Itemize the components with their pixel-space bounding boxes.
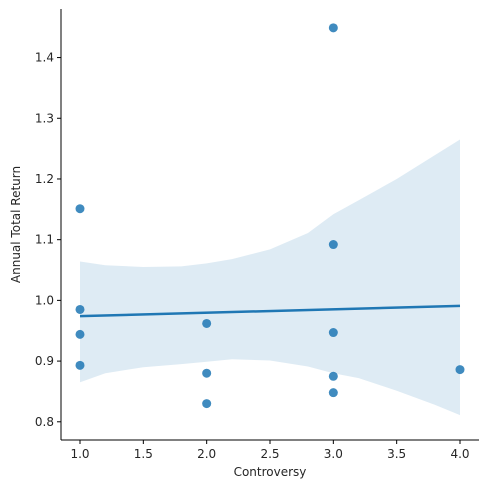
x-axis-label: Controversy bbox=[234, 465, 307, 479]
data-point bbox=[75, 360, 85, 370]
x-tick-label: 2.0 bbox=[197, 447, 216, 461]
data-point bbox=[328, 388, 338, 398]
data-point bbox=[75, 204, 85, 214]
y-tick-label: 1.0 bbox=[35, 293, 54, 307]
x-tick-label: 3.0 bbox=[324, 447, 343, 461]
y-tick-label: 0.9 bbox=[35, 354, 54, 368]
confidence-band-area bbox=[80, 139, 460, 416]
y-axis-label: Annual Total Return bbox=[9, 166, 23, 283]
x-tick-label: 4.0 bbox=[450, 447, 469, 461]
scatter-points bbox=[75, 23, 465, 409]
y-axis-ticks: 0.8 0.9 1.0 1.1 1.2 1.3 1.4 bbox=[35, 51, 61, 429]
y-tick-label: 0.8 bbox=[35, 415, 54, 429]
regression-line bbox=[79, 304, 461, 318]
regression-line-group bbox=[79, 304, 461, 318]
confidence-band bbox=[80, 139, 460, 416]
data-point bbox=[328, 240, 338, 250]
y-tick-label: 1.1 bbox=[35, 233, 54, 247]
y-tick-label: 1.3 bbox=[35, 111, 54, 125]
x-axis-ticks: 1.0 1.5 2.0 2.5 3.0 3.5 4.0 bbox=[70, 440, 470, 461]
data-point bbox=[328, 328, 338, 338]
data-point bbox=[328, 371, 338, 381]
data-point bbox=[328, 23, 338, 33]
data-point bbox=[75, 329, 85, 339]
y-tick-label: 1.4 bbox=[35, 51, 54, 65]
x-tick-label: 1.0 bbox=[70, 447, 89, 461]
data-point bbox=[455, 365, 465, 375]
data-point bbox=[202, 318, 212, 328]
x-tick-label: 2.5 bbox=[260, 447, 279, 461]
data-point bbox=[202, 368, 212, 378]
data-point bbox=[75, 304, 85, 314]
y-tick-label: 1.2 bbox=[35, 172, 54, 186]
x-tick-label: 3.5 bbox=[387, 447, 406, 461]
data-point bbox=[202, 399, 212, 409]
x-tick-label: 1.5 bbox=[134, 447, 153, 461]
